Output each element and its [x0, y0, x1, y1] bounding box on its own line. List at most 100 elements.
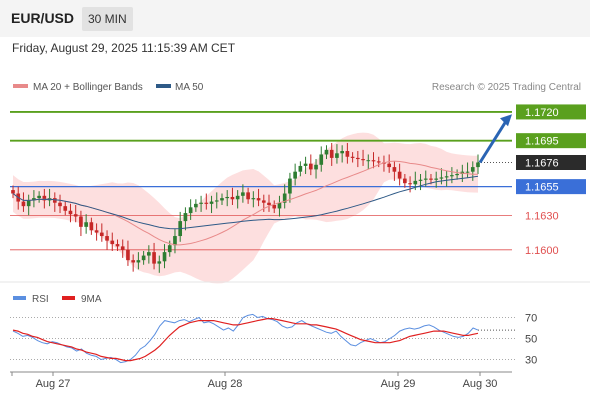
candle-body [235, 195, 240, 200]
candle-body [392, 167, 397, 172]
candle-body [89, 222, 94, 231]
candle-body [94, 230, 99, 233]
candle-body [199, 202, 203, 204]
current-level-label: 1.1676 [525, 157, 559, 169]
candle-body [470, 167, 475, 172]
candle-body [335, 153, 339, 158]
candle-body [329, 149, 334, 158]
candle-body [110, 240, 115, 245]
candle-body [42, 195, 47, 201]
candle-body [173, 236, 177, 246]
legend-swatch-9ma [62, 296, 75, 300]
candle-body [220, 198, 224, 201]
candle-body [455, 173, 459, 176]
currency-pair-title: EUR/USD [11, 10, 75, 26]
candle-body [434, 178, 439, 180]
candle-body [439, 177, 444, 179]
candle-body [26, 200, 31, 207]
candle-body [397, 171, 402, 179]
legend-swatch-rsi [13, 296, 26, 300]
candle-body [371, 160, 376, 162]
candle-body [79, 216, 83, 227]
candle-body [303, 163, 308, 166]
candle-body [293, 171, 297, 179]
candle-body [147, 252, 151, 256]
rsi-ma-line [12, 318, 479, 362]
candle-body [73, 214, 78, 217]
candle-body [261, 200, 266, 203]
candle-body [11, 190, 15, 194]
candle-body [340, 151, 344, 154]
candle-body [230, 196, 235, 200]
candle-body [350, 156, 355, 158]
candle-body [361, 159, 365, 161]
header-bar: EUR/USD 30 MIN [0, 0, 590, 37]
timeframe-button[interactable]: 30 MIN [82, 7, 133, 31]
candle-body [188, 207, 193, 214]
candle-body [465, 171, 470, 173]
candle-body [21, 201, 26, 207]
resistance-label-box [516, 104, 586, 120]
candle-body [105, 236, 109, 241]
credit-text: Research © 2025 Trading Central [432, 82, 581, 93]
candle-body [423, 178, 428, 180]
resistance-level-label: 1.1695 [525, 136, 559, 148]
x-axis-tick-label: Aug 30 [463, 378, 498, 390]
candle-body [246, 192, 250, 200]
ma50-line [12, 175, 479, 230]
forecast-arrow-head [500, 114, 512, 127]
legend-label-rsi: RSI [32, 294, 49, 305]
candle-body [126, 249, 130, 261]
candle-body [225, 196, 230, 199]
candle-body [52, 198, 57, 203]
legend-swatch-ma50 [156, 84, 171, 88]
legend-label-ma20: MA 20 + Bollinger Bands [33, 82, 143, 93]
candle-body [429, 178, 433, 180]
candle-body [356, 157, 360, 160]
candle-body [209, 201, 214, 204]
candle-body [131, 260, 135, 263]
rsi-tick-label: 30 [525, 355, 537, 367]
candle-body [162, 252, 167, 262]
legend-label-ma50: MA 50 [175, 82, 204, 93]
candle-body [308, 163, 313, 170]
candle-body [319, 154, 324, 165]
legend-swatch-ma20 [13, 84, 28, 88]
x-axis-tick-label: Aug 29 [381, 378, 416, 390]
support-level-label: 1.1630 [525, 210, 559, 222]
candle-body [345, 151, 350, 157]
candle-body [413, 180, 418, 185]
candle-body [256, 198, 261, 201]
pivot-level-label: 1.1655 [525, 182, 559, 194]
candle-body [241, 192, 245, 196]
candle-body [444, 176, 449, 178]
candle-body [37, 195, 41, 199]
candle-body [251, 198, 256, 200]
candle-body [450, 175, 454, 177]
rsi-tick-label: 70 [525, 313, 537, 325]
candle-body [376, 161, 381, 163]
candle-body [136, 260, 141, 263]
candle-body [324, 149, 329, 155]
resistance-label-box [516, 133, 586, 149]
candle-body [141, 255, 146, 261]
candle-body [183, 213, 188, 222]
candle-body [282, 193, 287, 203]
candle-body [204, 202, 209, 204]
candle-body [288, 178, 292, 194]
rsi-line [12, 313, 479, 364]
candle-body [476, 162, 480, 168]
candle-body [84, 222, 88, 227]
timestamp: Friday, August 29, 2025 11:15:39 AM CET [12, 41, 236, 55]
candle-body [214, 200, 219, 202]
candle-body [68, 210, 73, 215]
candle-body [120, 246, 125, 250]
resistance-level-label: 1.1720 [525, 107, 559, 119]
candle-body [32, 198, 36, 201]
support-level-label: 1.1600 [525, 245, 559, 257]
candle-body [267, 202, 271, 206]
candle-body [167, 245, 172, 253]
x-axis-tick-label: Aug 28 [208, 378, 243, 390]
candle-body [387, 163, 392, 168]
